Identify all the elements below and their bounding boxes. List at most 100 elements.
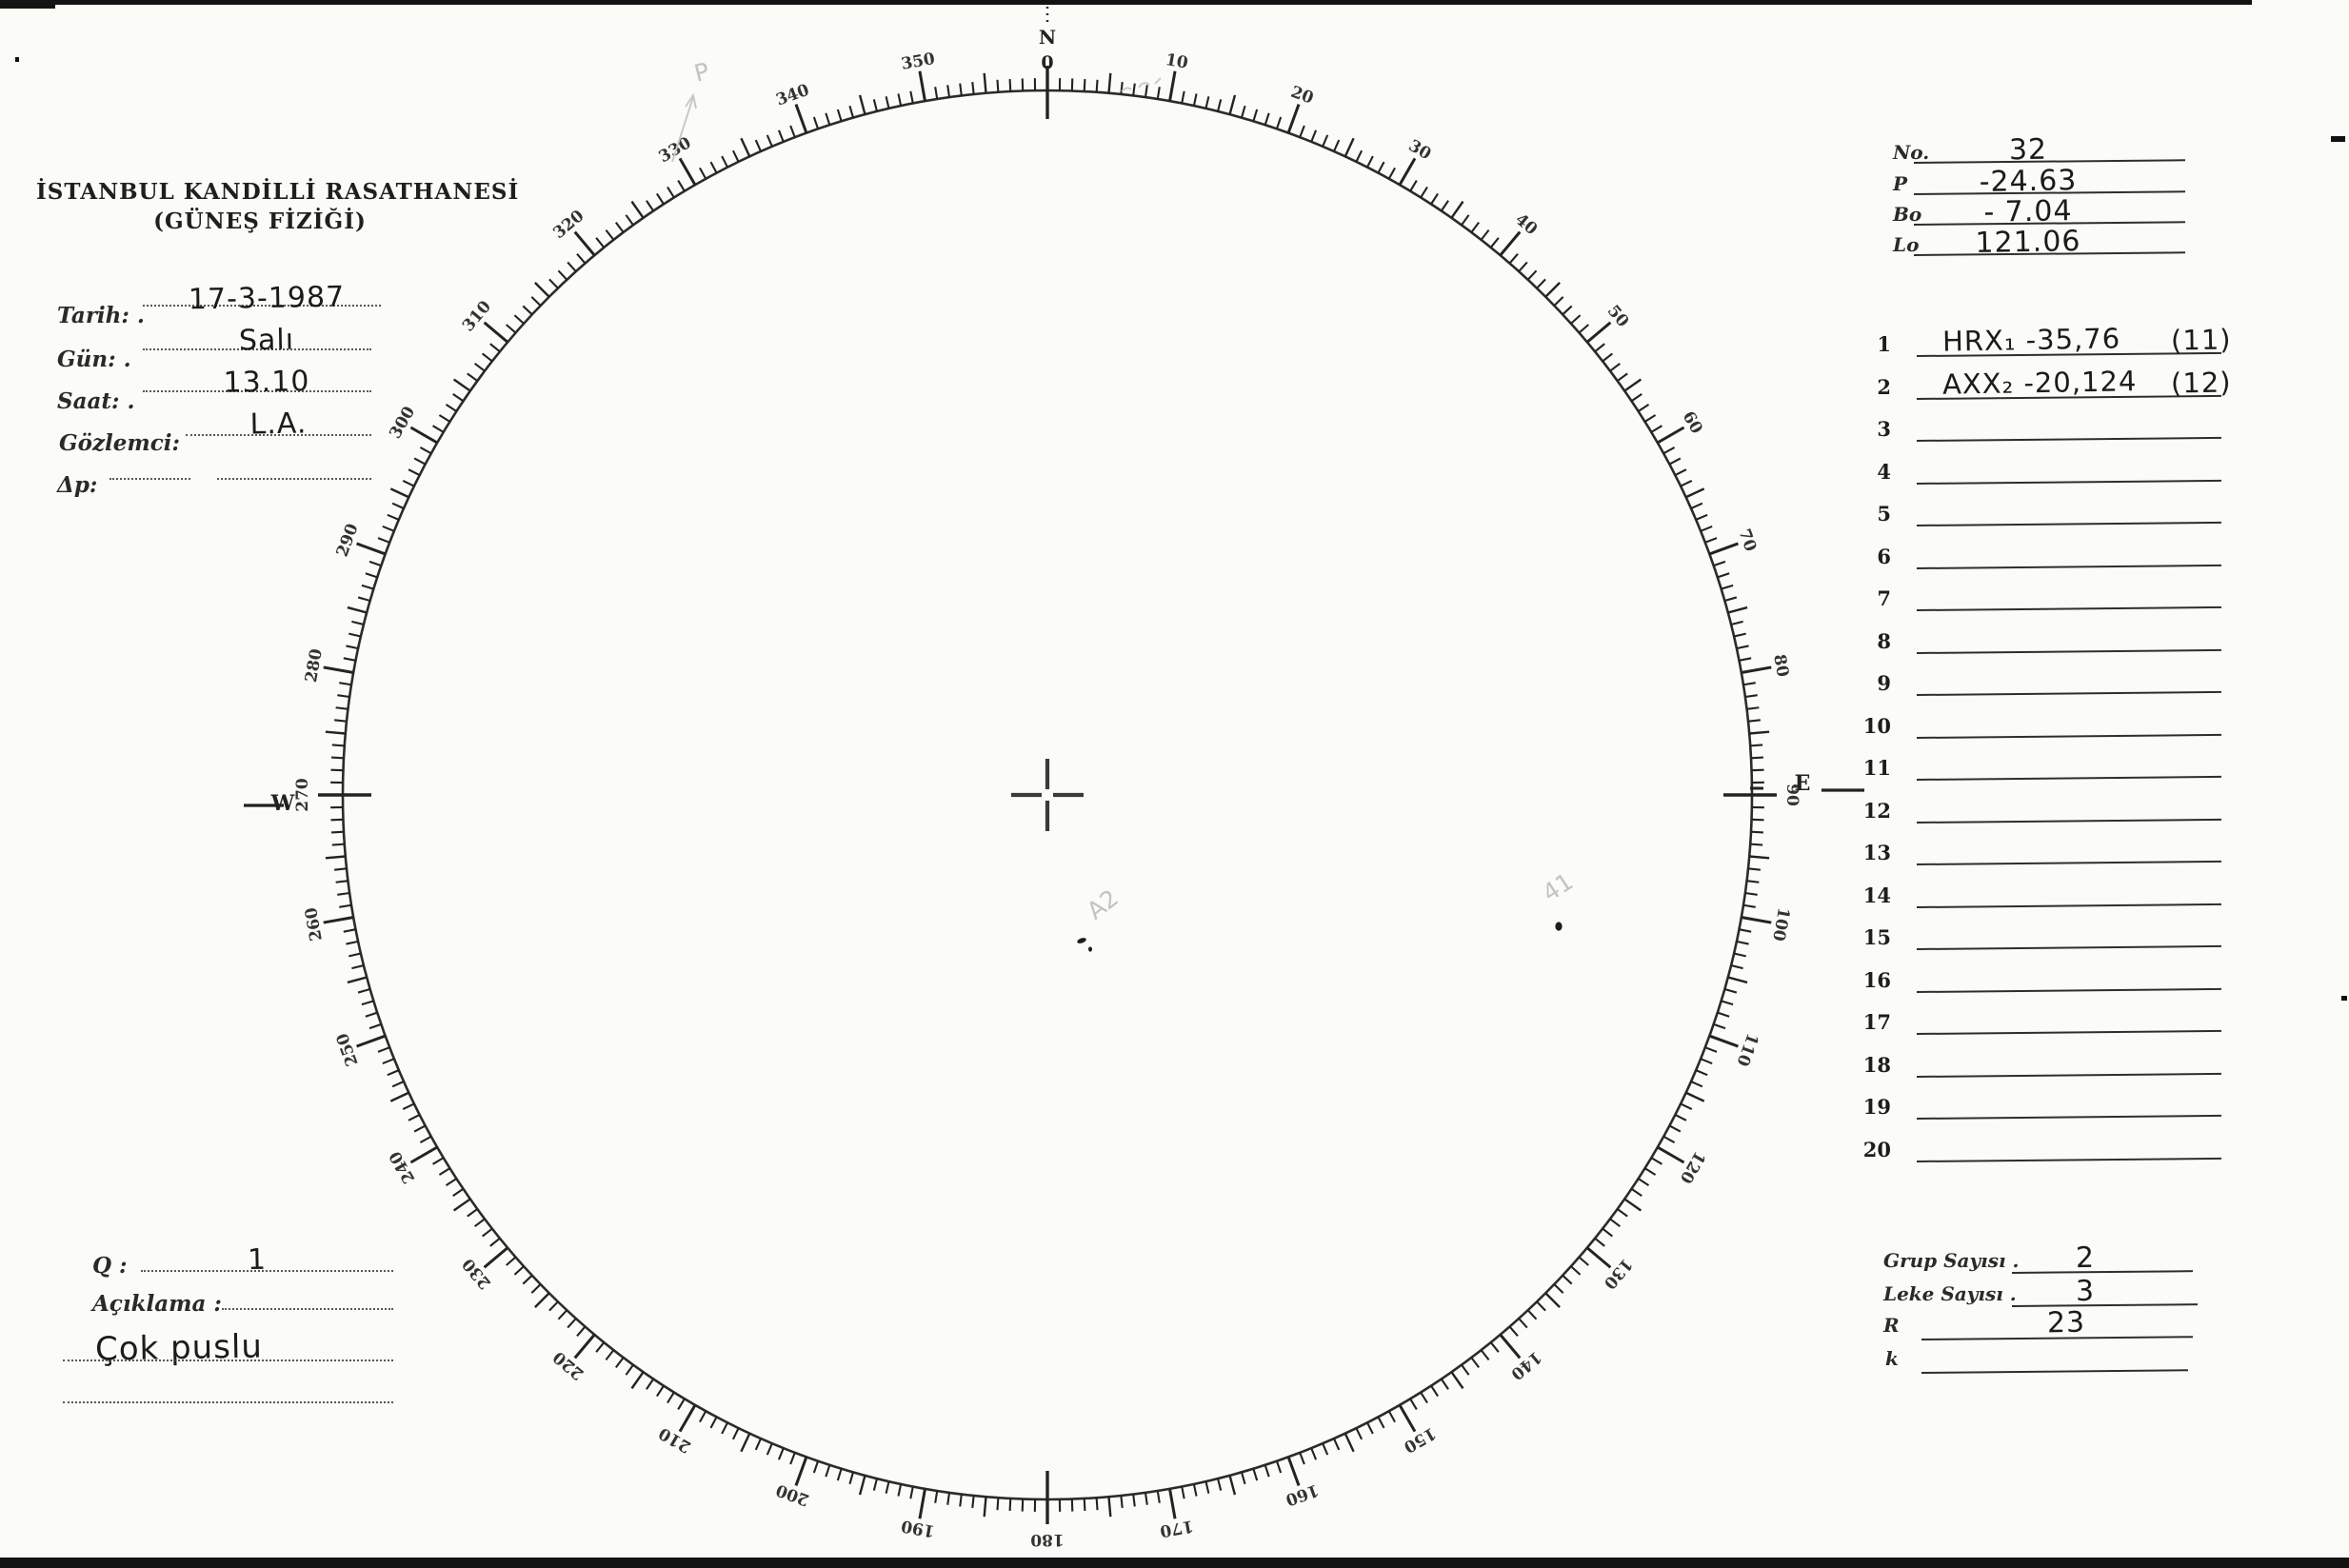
degree-tick (1724, 596, 1738, 603)
pencil-annotation: P (691, 57, 712, 88)
degree-tick (1518, 261, 1528, 272)
degree-tick (408, 468, 421, 476)
degree-tick (467, 1208, 478, 1218)
degree-tick-major (573, 230, 596, 257)
note-line-2 (63, 1401, 393, 1403)
degree-tick (1518, 1318, 1528, 1329)
degree-tick (1461, 1364, 1470, 1376)
degree-tick (348, 952, 362, 958)
degree-tick (445, 1178, 457, 1186)
degree-tick (1299, 1452, 1305, 1465)
degree-label: 270 (293, 778, 312, 812)
degree-tick (595, 237, 606, 248)
ephemeris-value-lo: 121.06 (1975, 225, 2081, 260)
field-line-saat (143, 390, 371, 392)
degree-tick (1132, 1494, 1136, 1507)
degree-tick (1299, 125, 1305, 138)
degree-tick (1695, 1069, 1708, 1077)
degree-tick (789, 1452, 796, 1465)
degree-label: 290 (333, 521, 363, 559)
degree-tick (347, 605, 368, 614)
degree-tick (836, 109, 843, 122)
degree-tick (858, 94, 866, 115)
degree-tick (1409, 1398, 1418, 1410)
degree-tick (489, 343, 501, 353)
degree-tick (825, 1464, 831, 1478)
degree-tick (1704, 537, 1718, 544)
degree-tick (1750, 756, 1764, 760)
degree-tick (506, 324, 517, 334)
degree-label: 340 (773, 81, 811, 110)
zero-degree-label: 0 (1041, 52, 1053, 73)
degree-tick (1355, 149, 1364, 163)
degree-tick (825, 112, 831, 126)
degree-label: 20 (1288, 83, 1316, 109)
degree-tick (438, 1167, 451, 1176)
degree-tick (1662, 447, 1676, 455)
degree-tick-major (1708, 1034, 1739, 1048)
degree-tick (1744, 694, 1758, 699)
degree-tick (330, 756, 345, 760)
degree-tick (625, 1364, 634, 1376)
degree-tick (576, 253, 587, 265)
degree-label: 250 (333, 1030, 363, 1068)
degree-tick (481, 352, 493, 363)
degree-tick (1553, 296, 1564, 307)
degree-tick (1578, 1256, 1589, 1266)
degree-tick (452, 1187, 465, 1197)
degree-tick (848, 105, 855, 118)
degree-tick (1333, 1438, 1341, 1451)
degree-tick (740, 1433, 751, 1453)
degree-label: 150 (1400, 1423, 1439, 1457)
degree-tick (1461, 214, 1470, 226)
degree-tick (1310, 129, 1318, 143)
degree-tick (1095, 1498, 1099, 1511)
scan-speck (15, 57, 19, 62)
field-label-tarih: Tarih: . (57, 303, 145, 328)
degree-tick (467, 372, 478, 382)
degree-tick (1733, 632, 1746, 638)
degree-tick (1730, 964, 1743, 970)
degree-tick-major (1168, 70, 1177, 102)
degree-tick (1562, 1274, 1573, 1285)
degree-tick (1749, 730, 1770, 735)
degree-tick (1420, 1391, 1428, 1404)
degree-tick (677, 180, 686, 192)
degree-tick (897, 93, 903, 107)
degree-tick-major (323, 665, 354, 674)
degree-tick (1264, 1464, 1270, 1478)
degree-tick (387, 1069, 400, 1077)
sunspot-mark (1077, 938, 1086, 943)
degree-tick (605, 1349, 615, 1361)
degree-tick (445, 404, 457, 412)
degree-tick (1744, 891, 1758, 896)
degree-tick (1366, 1421, 1374, 1435)
degree-label: 30 (1405, 136, 1435, 164)
summary-value-r: 23 (2046, 1305, 2086, 1340)
degree-tick (534, 282, 550, 298)
degree-tick-major (573, 1333, 596, 1360)
degree-label: 60 (1679, 408, 1706, 438)
degree-tick (331, 843, 345, 846)
degree-tick-major (1741, 916, 1772, 924)
degree-tick (346, 940, 359, 945)
degree-tick (1387, 1410, 1396, 1423)
degree-tick (1333, 139, 1341, 152)
degree-tick (1668, 1124, 1682, 1133)
degree-tick (731, 149, 740, 163)
degree-tick (413, 457, 427, 466)
degree-tick (365, 1011, 378, 1018)
department-name: (GÜNEŞ FİZİĞİ) (153, 208, 367, 234)
degree-tick (1008, 1498, 1012, 1512)
degree-tick (721, 155, 728, 169)
degree-tick (368, 560, 382, 567)
degree-tick (576, 1325, 587, 1337)
degree-tick (1717, 572, 1730, 579)
degree-tick (1733, 952, 1746, 958)
degree-tick (1355, 1427, 1364, 1440)
degree-tick (983, 72, 987, 93)
degree-tick (1252, 109, 1259, 122)
degree-tick (812, 116, 820, 129)
degree-tick-major (1657, 426, 1685, 445)
